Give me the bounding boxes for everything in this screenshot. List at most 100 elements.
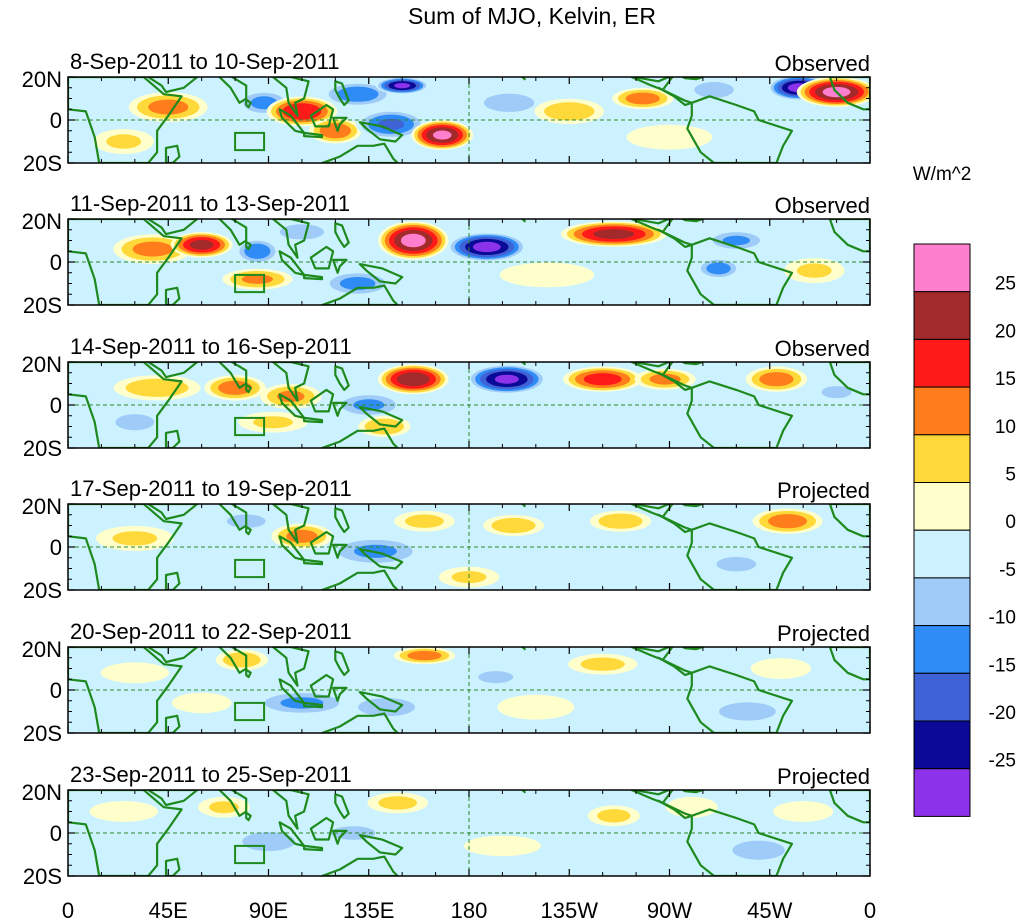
coastline-new-guinea xyxy=(358,547,404,570)
anomaly-blob xyxy=(91,275,135,301)
anomaly-contour xyxy=(694,82,734,98)
anomaly-contour xyxy=(132,241,173,257)
anomaly-contour xyxy=(378,796,418,810)
reference-box xyxy=(234,558,266,579)
anomaly-contour xyxy=(597,809,631,823)
coastline-sulawesi xyxy=(332,401,348,417)
coastline-hawaii xyxy=(520,504,526,508)
anomaly-contour xyxy=(244,243,271,259)
coastline-central-america xyxy=(657,371,693,391)
coastline-s-america xyxy=(686,808,794,876)
colorbar-swatch xyxy=(913,291,971,340)
y-tick-label: 20S xyxy=(23,293,62,318)
anomaly-blob xyxy=(378,364,449,395)
anomaly-field xyxy=(104,364,863,437)
anomaly-blob xyxy=(322,270,393,297)
anomaly-contour xyxy=(722,235,751,246)
coastline-borneo xyxy=(309,103,335,128)
anomaly-contour xyxy=(279,224,325,240)
anomaly-blob xyxy=(378,221,449,260)
anomaly-blob xyxy=(89,801,158,822)
coastline-philippines xyxy=(334,80,350,107)
y-tick-label: 20N xyxy=(22,637,62,662)
anomaly-blob xyxy=(100,662,170,684)
anomaly-contour xyxy=(189,239,214,250)
panel-4: 20N 0 20S 17-Sep-2011 to 19-Sep-2011 Project… xyxy=(22,476,871,603)
coastline-w-africa xyxy=(828,504,870,538)
colorbar-label: 5 xyxy=(1005,465,1016,486)
panel-label: Projected xyxy=(777,478,870,503)
coastline-sulawesi xyxy=(332,116,348,132)
y-tick-label: 20N xyxy=(22,209,62,234)
coastline-java xyxy=(303,416,324,424)
coastline-madagascar xyxy=(164,429,181,448)
colorbar-label: 20 xyxy=(995,321,1016,342)
y-tick-label: 20N xyxy=(22,67,62,92)
anomaly-contour xyxy=(89,801,158,822)
coastline-hawaii xyxy=(520,362,526,366)
colorbar: W/m^2 25 20 15 10 5 0 -5 -10 -15 -20 -25 xyxy=(913,164,1016,817)
y-tick-label: 0 xyxy=(50,535,62,560)
coastline-sumatra xyxy=(278,535,306,562)
anomaly-contour xyxy=(497,694,575,720)
colorbar-swatch xyxy=(913,625,971,674)
colorbar-swatch xyxy=(913,529,971,579)
panel-date: 11-Sep-2011 to 13-Sep-2011 xyxy=(70,191,350,216)
coastline-new-guinea xyxy=(358,690,404,713)
coastline-sulawesi xyxy=(332,543,348,559)
anomaly-contour xyxy=(407,650,442,661)
colorbar-swatch xyxy=(913,434,971,483)
coastline-se-asia xyxy=(271,77,310,117)
coastlines xyxy=(68,219,870,305)
panel-date: 8-Sep-2011 to 10-Sep-2011 xyxy=(70,49,340,74)
anomaly-blob xyxy=(483,515,545,536)
coastline-w-africa xyxy=(828,647,870,681)
coastline-madagascar xyxy=(164,857,181,876)
coastline-w-africa xyxy=(828,362,870,396)
coastline-madagascar xyxy=(164,714,181,733)
panel-label: Observed xyxy=(775,193,870,218)
panel-date: 23-Sep-2011 to 25-Sep-2011 xyxy=(70,762,352,787)
anomaly-contour xyxy=(746,133,816,159)
colorbar-swatch xyxy=(913,482,971,531)
y-tick-label: 0 xyxy=(50,108,62,133)
coastline-w-africa xyxy=(828,219,870,253)
y-tick-label: 20S xyxy=(23,436,62,461)
colorbar-label: -20 xyxy=(989,703,1016,724)
anomaly-contour xyxy=(464,835,541,857)
coastline-hawaii xyxy=(520,790,526,794)
coastline-philippines xyxy=(334,365,350,391)
anomaly-contour xyxy=(732,840,785,860)
x-tick-label: 135E xyxy=(343,898,394,923)
anomaly-blob xyxy=(171,692,232,714)
coastline-arabia xyxy=(147,362,199,379)
anomaly-blob xyxy=(560,221,667,247)
coastline-se-asia xyxy=(271,790,310,830)
x-tick-label: 135W xyxy=(541,898,599,923)
coastline-africa xyxy=(68,219,183,305)
coastline-africa xyxy=(68,362,183,448)
anomaly-blob xyxy=(266,96,338,127)
coastline-s-america xyxy=(686,522,794,590)
reference-box xyxy=(234,416,266,437)
anomaly-contour xyxy=(625,92,660,105)
coastline-arabia xyxy=(147,647,199,664)
coastline-sumatra xyxy=(278,393,306,419)
coastlines xyxy=(68,77,870,163)
anomaly-field xyxy=(91,221,845,301)
coastline-new-guinea xyxy=(358,263,404,285)
anomaly-contour xyxy=(499,262,595,288)
anomaly-contour xyxy=(396,372,430,387)
anomaly-contour xyxy=(222,652,261,668)
anomaly-blob xyxy=(355,109,427,140)
anomaly-blob xyxy=(589,510,651,532)
anomaly-blob xyxy=(723,837,794,863)
colorbar-swatch xyxy=(913,720,971,770)
panel-6: 20N 0 20S 23-Sep-2011 to 25-Sep-2011 Project… xyxy=(22,762,871,889)
anomaly-blob xyxy=(563,366,643,392)
anomaly-contour xyxy=(759,372,794,387)
coastline-hawaii xyxy=(520,219,526,223)
coastline-sumatra xyxy=(278,250,306,276)
coastlines xyxy=(68,790,870,876)
